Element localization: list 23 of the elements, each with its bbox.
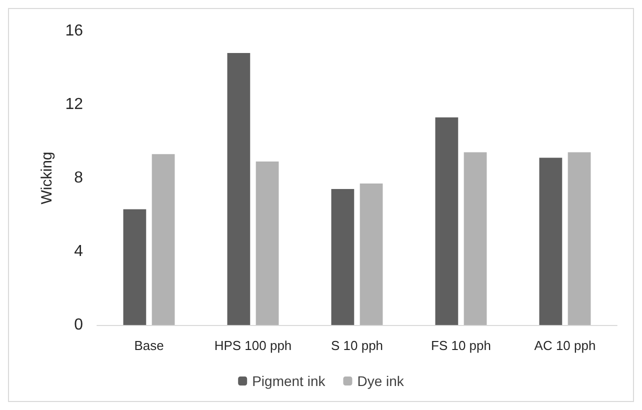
y-axis-title: Wicking — [38, 152, 56, 204]
y-tick-label: 8 — [74, 170, 84, 186]
bar — [435, 117, 458, 325]
y-tick-label: 16 — [65, 22, 84, 40]
y-tick-label: 0 — [74, 316, 84, 334]
x-tick-label: S 10 pph — [330, 338, 384, 353]
legend-label: Pigment ink — [252, 373, 326, 389]
bar — [227, 53, 250, 325]
bar — [568, 152, 591, 325]
bar — [464, 152, 487, 325]
x-tick-label: FS 10 pph — [431, 338, 491, 353]
x-tick-label: AC 10 pph — [534, 338, 596, 353]
y-tick-label: 4 — [74, 243, 84, 260]
x-tick-label: HPS 100 pph — [214, 338, 292, 353]
y-tick-label: 12 — [65, 96, 84, 113]
bar — [360, 184, 383, 325]
bar — [539, 158, 562, 325]
bar — [256, 161, 279, 325]
bar — [152, 154, 175, 325]
bar — [123, 209, 146, 325]
legend-label: Dye ink — [357, 373, 405, 389]
bar — [331, 189, 354, 325]
x-tick-label: Base — [134, 338, 164, 353]
